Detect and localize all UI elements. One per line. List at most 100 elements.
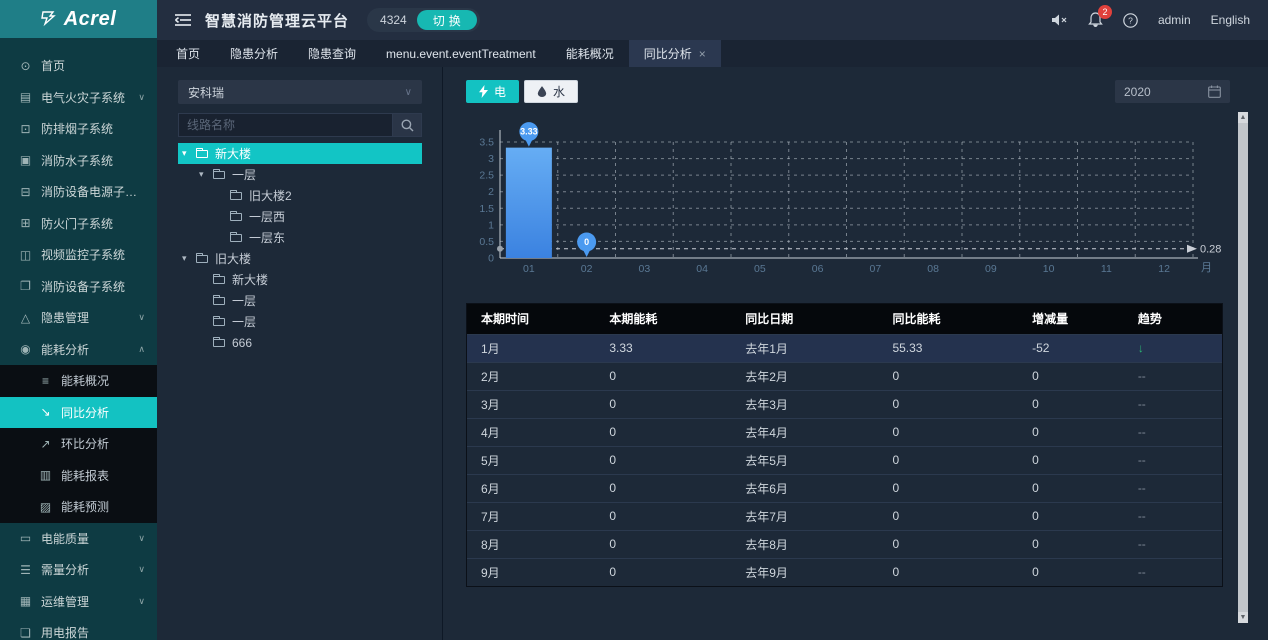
tree-node[interactable]: 一层 [178, 311, 422, 332]
monitor-icon: ▣ [19, 153, 32, 168]
folder-icon [213, 294, 225, 305]
analysis-panel: 电 水 2020 0 0.5 1 1.5 2 2.5 3 3.5 01 02 03 04 05 06 07 0… [443, 67, 1268, 640]
search-button[interactable] [392, 113, 422, 137]
tab-2[interactable]: 隐患分析 [215, 40, 293, 67]
tab-6[interactable]: 同比分析 × [628, 40, 721, 67]
sidebar-item-chart[interactable]: ▤ 电气火灾子系统 ∨ [0, 82, 157, 114]
panel-scrollbar[interactable]: ▲ ▼ [1238, 112, 1248, 623]
menu-fold-icon[interactable] [175, 13, 191, 27]
chart-toolbar: 电 水 2020 [466, 80, 1230, 103]
svg-text:12: 12 [1158, 263, 1170, 275]
sidebar-item-demand[interactable]: ☰ 需量分析 ∨ [0, 554, 157, 586]
sidebar-item-label: 隐患管理 [41, 311, 90, 326]
tree-node-label: 一层 [232, 294, 257, 308]
tree-node[interactable]: 新大楼 [178, 269, 422, 290]
table-cell: 去年7月 [731, 501, 879, 530]
user-name[interactable]: admin [1157, 13, 1191, 27]
table-cell: -- [1123, 361, 1222, 390]
tab-4[interactable]: menu.event.eventTreatment [371, 40, 551, 67]
sidebar-item-device[interactable]: ❐ 消防设备子系统 [0, 271, 157, 303]
sidebar-item-home[interactable]: ⊙ 首页 [0, 50, 157, 82]
table-cell: 去年6月 [731, 473, 879, 502]
brand-logo: Acrel [0, 0, 157, 38]
tab-3[interactable]: 隐患查询 [293, 40, 371, 67]
svg-text:0.28: 0.28 [1200, 244, 1221, 256]
tab-close-icon[interactable]: × [698, 46, 706, 61]
column-header: 趋势 [1123, 304, 1222, 334]
company-select-value: 安科瑞 [188, 85, 225, 100]
sidebar: Acrel ⊙ 首页 ▤ 电气火灾子系统 ∨ ⊡ 防排烟子系统 ▣ 消防水子系统 ⊟ 消防设备电源子… [0, 0, 157, 640]
water-drop-icon [537, 86, 547, 97]
sidebar-item-bar[interactable]: ▥ 能耗报表 [0, 460, 157, 492]
table-cell: 0 [595, 445, 732, 474]
tree-expand-icon[interactable]: ▾ [182, 253, 187, 263]
table-row: 7月 0 去年7月 0 0 -- [467, 501, 1222, 530]
sidebar-item-quality[interactable]: ▭ 电能质量 ∨ [0, 523, 157, 555]
value-pin [577, 232, 597, 252]
table-cell: 0 [595, 473, 732, 502]
sidebar-item-video[interactable]: ◫ 视频监控子系统 [0, 239, 157, 271]
sidebar-item-list[interactable]: ≡ 能耗概况 [0, 365, 157, 397]
sidebar-item-label: 视频监控子系统 [41, 248, 126, 263]
sidebar-item-power[interactable]: ⊟ 消防设备电源子系统 [0, 176, 157, 208]
sidebar-item-label: 首页 [41, 59, 66, 74]
table-cell: 0 [595, 389, 732, 418]
table-cell: 0 [1018, 361, 1124, 390]
tree-node[interactable]: 一层东 [178, 227, 422, 248]
folder-icon [230, 231, 242, 242]
sidebar-item-trend-up[interactable]: ↗ 环比分析 [0, 428, 157, 460]
tree-node-label: 一层东 [249, 231, 286, 245]
sidebar-item-lock[interactable]: ⊡ 防排烟子系统 [0, 113, 157, 145]
help-icon[interactable]: ? [1123, 12, 1138, 28]
tab-1[interactable]: 首页 [161, 40, 215, 67]
sidebar-item-warning[interactable]: △ 隐患管理 ∨ [0, 302, 157, 334]
scroll-down-arrow[interactable]: ▼ [1238, 612, 1248, 623]
svg-text:11: 11 [1101, 263, 1112, 275]
tree-expand-icon[interactable]: ▾ [199, 169, 204, 179]
notification-bell-icon[interactable]: 2 [1088, 5, 1112, 28]
company-select[interactable]: 安科瑞 ∨ [178, 80, 422, 104]
electric-toggle-button[interactable]: 电 [466, 80, 520, 103]
tree-node[interactable]: ▾ 一层 [178, 164, 422, 185]
sidebar-menu: ⊙ 首页 ▤ 电气火灾子系统 ∨ ⊡ 防排烟子系统 ▣ 消防水子系统 ⊟ 消防设备电源子系统 ⊞ 防火门… [0, 38, 157, 640]
year-picker[interactable]: 2020 [1115, 80, 1230, 103]
chevron-down-icon: ∨ [138, 312, 145, 323]
line-search-input[interactable] [178, 113, 392, 137]
tree-node[interactable]: 666 [178, 332, 422, 353]
top-header: 智慧消防管理云平台 4324 切换 2 ? admin English [157, 0, 1268, 40]
water-toggle-button[interactable]: 水 [524, 80, 579, 103]
sidebar-item-label: 能耗报表 [61, 468, 110, 483]
sidebar-item-monitor[interactable]: ▣ 消防水子系统 [0, 145, 157, 177]
svg-text:04: 04 [696, 263, 708, 275]
table-cell: 7月 [467, 501, 596, 530]
sidebar-item-energy[interactable]: ◉ 能耗分析 ∧ [0, 334, 157, 366]
table-cell: 0 [1018, 529, 1124, 558]
folder-icon [213, 336, 225, 347]
table-cell: 0 [878, 361, 1019, 390]
tree-node[interactable]: 旧大楼2 [178, 185, 422, 206]
sidebar-item-ops[interactable]: ▦ 运维管理 ∨ [0, 586, 157, 618]
tree-node[interactable]: ▾ 新大楼 [178, 143, 422, 164]
scroll-up-arrow[interactable]: ▲ [1238, 112, 1248, 123]
tree-node[interactable]: ▾ 旧大楼 [178, 248, 422, 269]
tree-node[interactable]: 一层西 [178, 206, 422, 227]
table-cell: 9月 [467, 557, 596, 586]
door-icon: ⊞ [20, 216, 31, 231]
tab-5[interactable]: 能耗概况 [551, 40, 629, 67]
sound-mute-icon[interactable] [1051, 13, 1068, 27]
switch-button[interactable]: 切换 [416, 10, 477, 30]
column-header: 本期能耗 [595, 304, 732, 334]
sidebar-item-trend-down[interactable]: ↘ 同比分析 [0, 396, 157, 428]
table-cell: -- [1123, 557, 1222, 586]
table-header-row: 本期时间 本期能耗 同比日期 同比能耗 增减量 趋势 [467, 304, 1222, 334]
warning-icon: △ [20, 310, 31, 325]
sidebar-item-forecast[interactable]: ▨ 能耗预测 [0, 491, 157, 523]
tree-expand-icon[interactable]: ▾ [182, 148, 187, 158]
sidebar-item-report[interactable]: ❏ 用电报告 [0, 617, 157, 640]
acrel-flag-icon [40, 11, 56, 27]
forecast-icon: ▨ [39, 499, 52, 514]
tree-node[interactable]: 一层 [178, 290, 422, 311]
sidebar-item-door[interactable]: ⊞ 防火门子系统 [0, 208, 157, 240]
table-cell: 去年8月 [731, 529, 879, 558]
language-switch[interactable]: English [1210, 13, 1250, 27]
